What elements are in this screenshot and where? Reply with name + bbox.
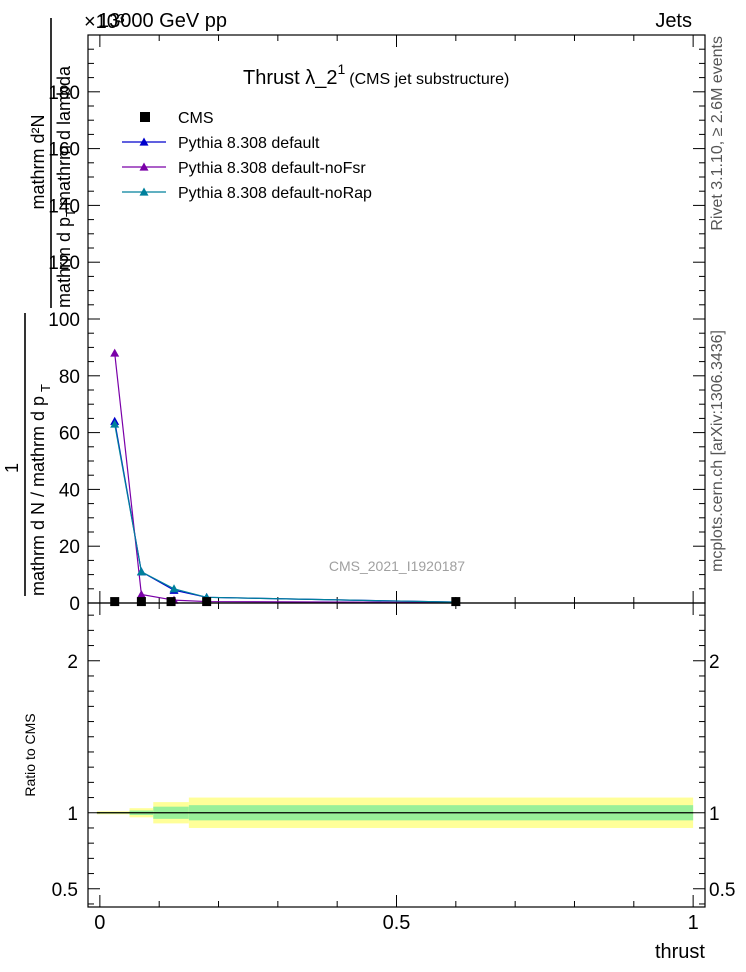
y-exponent-label: ×10³ bbox=[84, 11, 125, 33]
ratio-y-tick-label-right: 1 bbox=[709, 804, 720, 825]
legend-label-3: Pythia 8.308 default-noRap bbox=[178, 185, 372, 202]
series-point-2-1 bbox=[136, 589, 146, 599]
main-y-tick-label: 120 bbox=[48, 253, 80, 274]
series-line-1 bbox=[114, 421, 456, 603]
process-label: Jets bbox=[655, 10, 692, 32]
chart-title: Thrust λ_21(CMS jet substructure) bbox=[243, 61, 509, 89]
series-point-3-0 bbox=[110, 419, 120, 428]
ratio-y-tick-label: 0.5 bbox=[52, 880, 78, 901]
ylabel-bottom-denominator-text: mathrm d N / mathrm d p bbox=[28, 396, 48, 596]
ratio-y-tick-label: 2 bbox=[67, 652, 78, 673]
ratio-axis-ticks: 0.5 0.5 1 1 2 2 0 0.5 1 bbox=[52, 603, 735, 934]
main-y-axis-label: mathrm d²N mathrm d pTmathrm d lambda 1 … bbox=[2, 18, 78, 596]
cms-data-point-2 bbox=[166, 597, 176, 607]
x-tick-label: 0.5 bbox=[383, 912, 411, 934]
legend-marker-cms bbox=[140, 112, 150, 122]
ylabel-top-denominator-subscript: T bbox=[63, 209, 78, 217]
series-point-3-2 bbox=[169, 584, 179, 593]
legend-label-2: Pythia 8.308 default-noFsr bbox=[178, 160, 366, 177]
ratio-y-axis-label: Ratio to CMS bbox=[22, 713, 38, 796]
ylabel-top-denominator-text: mathrm d p bbox=[54, 217, 74, 308]
legend-label-1: Pythia 8.308 default bbox=[178, 135, 320, 152]
main-y-tick-label: 0 bbox=[69, 594, 80, 615]
legend: CMS Pythia 8.308 default Pythia 8.308 defa… bbox=[122, 110, 372, 202]
rivet-version-label: Rivet 3.1.10, ≥ 2.6M events bbox=[709, 36, 726, 231]
ylabel-top-denominator-tail: mathrm d lambda bbox=[54, 65, 74, 206]
main-y-tick-label: 180 bbox=[48, 83, 80, 104]
main-y-tick-label: 160 bbox=[48, 140, 80, 161]
cms-data-point-3 bbox=[202, 597, 212, 607]
x-tick-label: 1 bbox=[688, 912, 699, 934]
mcplots-reference-label: mcplots.cern.ch [arXiv:1306.3436] bbox=[709, 330, 726, 572]
x-tick-label: 0 bbox=[94, 912, 105, 934]
legend-marker-3 bbox=[139, 187, 149, 196]
analysis-watermark: CMS_2021_I1920187 bbox=[329, 558, 465, 574]
cms-data-point-1 bbox=[136, 597, 146, 607]
chart-title-main: Thrust λ_2 bbox=[243, 67, 337, 89]
ratio-y-tick-label-right: 0.5 bbox=[709, 880, 735, 901]
ratio-plot-frame bbox=[87, 602, 706, 908]
ratio-plot-border bbox=[87, 602, 706, 908]
ylabel-top-numerator: mathrm d²N bbox=[28, 114, 48, 209]
main-y-tick-label: 40 bbox=[59, 480, 80, 501]
ratio-y-tick-label-right: 2 bbox=[709, 652, 720, 673]
legend-marker-2 bbox=[139, 162, 149, 171]
main-y-tick-label: 60 bbox=[59, 424, 80, 445]
chart-title-note: (CMS jet substructure) bbox=[349, 71, 509, 88]
ylabel-bottom-denominator-subscript: T bbox=[38, 384, 53, 392]
main-axis-ticks: 0 20 40 60 80 100 120 140 160 180 bbox=[48, 35, 705, 615]
x-axis-label: thrust bbox=[655, 941, 705, 963]
series-line-3 bbox=[114, 423, 456, 603]
legend-marker-1 bbox=[139, 137, 149, 146]
ratio-uncertainty-bands bbox=[96, 797, 694, 828]
ylabel-bottom-numerator: 1 bbox=[2, 463, 22, 473]
series-point-2-0 bbox=[110, 348, 120, 357]
chart-title-superscript: 1 bbox=[337, 61, 345, 77]
series-point-3-1 bbox=[136, 567, 146, 576]
collision-energy-label: 13000 GeV pp bbox=[98, 10, 227, 32]
main-y-tick-label: 20 bbox=[59, 537, 80, 558]
main-y-tick-label: 140 bbox=[48, 196, 80, 217]
ratio-y-tick-label: 1 bbox=[67, 804, 78, 825]
ylabel-top-denominator: mathrm d pTmathrm d lambda bbox=[54, 65, 78, 308]
cms-data-point-4 bbox=[451, 597, 461, 607]
data-series bbox=[110, 348, 461, 607]
ylabel-bottom-denominator: mathrm d N / mathrm d p T bbox=[28, 384, 53, 596]
main-y-tick-label: 100 bbox=[48, 310, 80, 331]
cms-data-point-0 bbox=[110, 597, 120, 607]
legend-label-0: CMS bbox=[178, 110, 214, 127]
main-y-tick-label: 80 bbox=[59, 367, 80, 388]
